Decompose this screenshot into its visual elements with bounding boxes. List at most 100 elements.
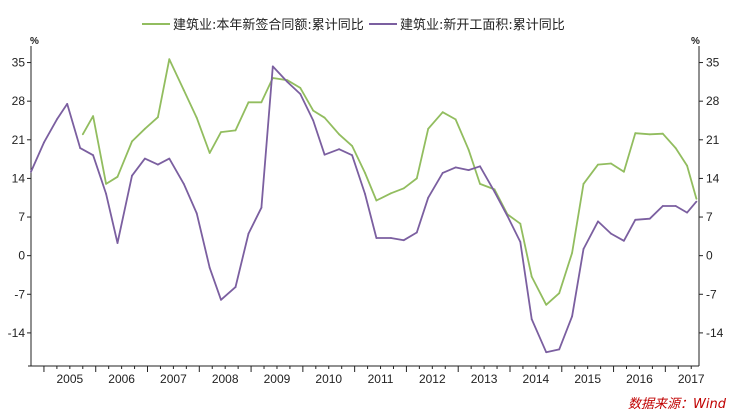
data-point <box>312 119 315 122</box>
data-point <box>571 252 573 254</box>
data-point <box>79 147 82 150</box>
data-point <box>597 220 599 223</box>
data-point <box>467 148 470 151</box>
x-tick-label: 2017 <box>678 372 705 386</box>
data-point <box>634 132 637 135</box>
y-tick-label-right: 21 <box>706 133 720 147</box>
data-point <box>338 148 340 151</box>
data-point <box>116 175 119 178</box>
x-tick-label: 2009 <box>264 372 291 386</box>
data-point <box>519 241 522 243</box>
data-point <box>530 275 533 278</box>
y-tick-label-left: 35 <box>12 56 26 70</box>
data-point <box>454 166 457 169</box>
data-point <box>351 154 353 157</box>
data-point <box>415 231 418 234</box>
data-point <box>56 118 58 121</box>
data-point <box>157 116 159 119</box>
data-point <box>220 131 222 134</box>
data-point <box>323 153 326 156</box>
data-point <box>402 187 405 190</box>
data-point <box>390 237 392 239</box>
data-point <box>661 132 664 135</box>
x-tick-label: 2010 <box>315 372 342 386</box>
data-point <box>157 163 159 166</box>
data-point <box>208 152 211 154</box>
data-point <box>441 172 444 174</box>
data-point <box>195 116 198 119</box>
data-point <box>402 239 405 242</box>
x-tick-label: 2005 <box>56 372 83 386</box>
data-point <box>674 147 677 150</box>
x-tick-label: 2012 <box>419 372 446 386</box>
data-point <box>234 286 237 288</box>
x-tick-label: 2014 <box>523 372 550 386</box>
data-point <box>131 174 133 177</box>
data-point <box>427 127 430 130</box>
data-point <box>323 116 326 119</box>
data-point <box>375 199 378 202</box>
data-point <box>195 212 198 215</box>
source-note: 数据来源：Wind <box>628 397 727 412</box>
data-point <box>571 315 573 318</box>
data-point <box>105 193 107 195</box>
data-point <box>144 127 146 130</box>
data-point <box>234 129 237 132</box>
data-point <box>364 172 366 174</box>
data-point <box>441 111 444 114</box>
x-tick-label: 2016 <box>626 372 653 386</box>
x-tick-label: 2008 <box>212 372 239 386</box>
data-point <box>610 162 612 165</box>
data-point <box>144 157 146 160</box>
y-tick-label-right: 7 <box>706 210 713 224</box>
y-tick-label-left: 28 <box>12 94 26 108</box>
data-point <box>260 206 263 209</box>
y-tick-label-right: 35 <box>706 56 720 70</box>
data-point <box>519 222 522 225</box>
series-points-1 <box>81 58 698 306</box>
y-tick-label-right: 28 <box>706 94 720 108</box>
data-point <box>661 205 664 207</box>
left-axis-unit: % <box>30 36 39 47</box>
data-point <box>105 183 107 185</box>
series-line-1 <box>82 58 698 306</box>
data-point <box>506 215 509 217</box>
x-tick-label: 2011 <box>368 372 394 386</box>
data-point <box>582 183 585 185</box>
x-axis-ticks: 2005 2006 2007 2008 2009 2010 2011 2012 2013 2014… <box>43 366 705 386</box>
data-point <box>623 239 625 242</box>
data-point <box>390 192 392 195</box>
data-point <box>545 303 548 306</box>
x-tick-label: 2007 <box>160 372 187 386</box>
axes <box>28 46 700 367</box>
data-point <box>271 65 274 68</box>
data-point <box>558 292 561 295</box>
data-point <box>674 205 677 207</box>
data-point <box>312 109 315 112</box>
data-point <box>220 298 222 301</box>
data-point <box>299 93 302 95</box>
data-point <box>131 140 133 143</box>
data-point <box>530 318 533 320</box>
data-point <box>686 211 688 214</box>
data-point <box>582 248 585 250</box>
data-point <box>427 196 430 199</box>
y-tick-label-right: -14 <box>706 326 724 340</box>
x-tick-label: 2015 <box>574 372 601 386</box>
data-point <box>695 197 698 200</box>
series-points-2 <box>30 65 698 354</box>
data-point <box>558 348 561 351</box>
data-point <box>686 164 688 167</box>
data-point <box>597 163 599 166</box>
data-point <box>66 103 69 105</box>
data-point <box>648 133 651 136</box>
data-point <box>623 170 625 173</box>
data-point <box>208 266 211 269</box>
data-point <box>493 190 496 193</box>
data-point <box>479 183 481 185</box>
legend-label-series-2: 建筑业:新开工面积:累计同比 <box>400 17 565 33</box>
data-point <box>545 351 548 354</box>
data-point <box>286 81 289 83</box>
data-point <box>92 115 94 117</box>
y-tick-label-left: 14 <box>12 171 26 185</box>
